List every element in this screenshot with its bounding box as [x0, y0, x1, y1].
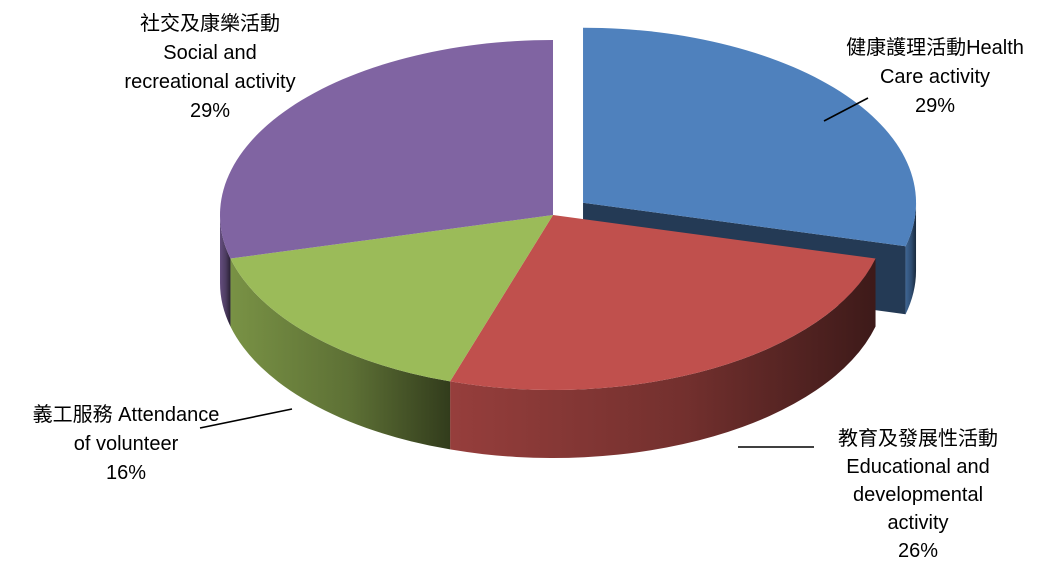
data-label-percent-2: 16%	[106, 462, 146, 484]
data-label-line-0-0: 健康護理活動Health	[846, 36, 1024, 59]
data-label-line-3-0: 社交及康樂活動	[140, 12, 280, 35]
data-label-percent-0: 29%	[915, 95, 955, 117]
slice-side-2	[230, 258, 451, 450]
data-label-percent-1: 26%	[898, 540, 938, 562]
leader-line-2	[199, 408, 293, 429]
slice-side-3	[220, 215, 231, 327]
slice-side-0	[905, 202, 917, 315]
data-label-percent-3: 29%	[190, 100, 230, 122]
data-label-2: 義工服務 Attendance of volunteer 16%	[33, 403, 220, 484]
pie-slice-3	[219, 40, 553, 259]
data-label-1: 教育及發展性活動 Educational and developmental acti…	[838, 427, 998, 562]
data-label-line-1-2: developmental	[853, 484, 983, 506]
leader-line-0	[823, 97, 869, 122]
data-label-line-2-0: 義工服務 Attendance	[33, 403, 220, 426]
data-label-line-3-1: Social and	[163, 42, 256, 64]
data-label-line-0-1: Care activity	[880, 66, 990, 88]
pie-slice-0	[583, 27, 917, 247]
data-label-3: 社交及康樂活動 Social and recreational activity 29…	[124, 12, 295, 122]
pie-top-faces	[219, 27, 917, 390]
data-label-line-1-0: 教育及發展性活動	[838, 427, 998, 450]
pie-slice-2	[230, 215, 554, 382]
data-label-line-3-2: recreational activity	[124, 71, 295, 93]
pie-slice-1	[450, 215, 876, 390]
slice-side-1	[450, 258, 876, 458]
pie-data-labels: 健康護理活動Health Care activity 29% 教育及發展性活動 Educ…	[33, 12, 1024, 562]
data-label-line-2-1: of volunteer	[74, 433, 179, 455]
data-label-line-1-3: activity	[887, 512, 948, 534]
data-label-0: 健康護理活動Health Care activity 29%	[846, 36, 1024, 117]
data-label-line-1-1: Educational and	[846, 456, 989, 478]
